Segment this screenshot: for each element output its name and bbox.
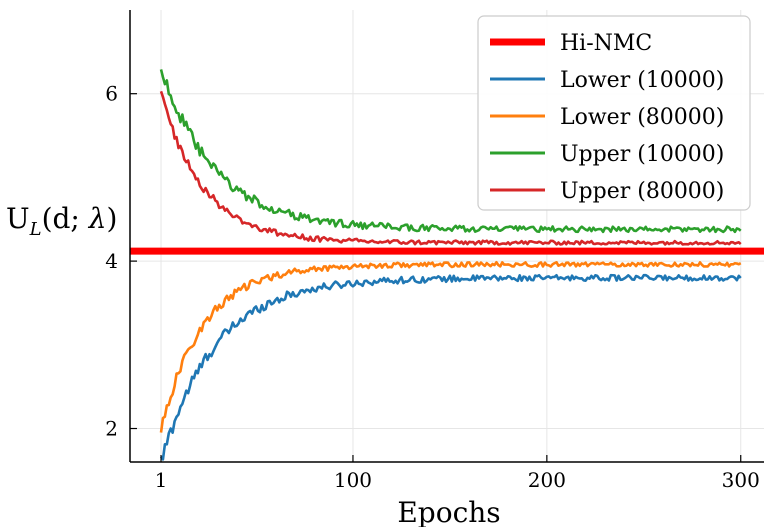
y-axis-title-lambda: λ	[88, 202, 107, 235]
legend-box	[477, 15, 751, 211]
y-tick-label: 4	[105, 249, 118, 273]
y-axis-title-close: )	[107, 202, 118, 235]
legend-label: Upper (80000)	[560, 179, 724, 204]
x-tick-label: 300	[722, 468, 760, 492]
y-axis-title-subscript: L	[29, 219, 42, 240]
series-line-upper-10000	[159, 69, 742, 234]
y-axis-title: UL(d; λ)	[6, 202, 117, 240]
y-axis-title-main: U	[6, 202, 30, 235]
series-line-upper-80000	[159, 90, 742, 246]
legend-label: Lower (80000)	[560, 105, 724, 130]
series-line-lower-80000	[159, 261, 742, 433]
y-tick-label: 6	[105, 82, 118, 106]
series-line-lower-10000	[159, 273, 742, 461]
x-tick-label: 100	[334, 468, 372, 492]
legend-label: Upper (10000)	[560, 142, 724, 167]
x-tick-label: 1	[155, 468, 168, 492]
legend-items: Hi-NMC Lower (10000) Lower (80000) Upper (1…	[490, 31, 724, 204]
ticks: 1 100 200 300 2 4 6	[105, 82, 760, 492]
y-tick-label: 2	[105, 417, 118, 441]
x-axis-title: Epochs	[397, 496, 500, 527]
x-tick-label: 200	[528, 468, 566, 492]
legend: Hi-NMC Lower (10000) Lower (80000) Upper (1…	[477, 15, 751, 211]
series-lines	[159, 69, 742, 461]
axes	[129, 10, 764, 463]
legend-label: Hi-NMC	[560, 31, 652, 56]
legend-label: Lower (10000)	[560, 68, 724, 93]
y-axis-title-args: (d;	[42, 202, 89, 235]
